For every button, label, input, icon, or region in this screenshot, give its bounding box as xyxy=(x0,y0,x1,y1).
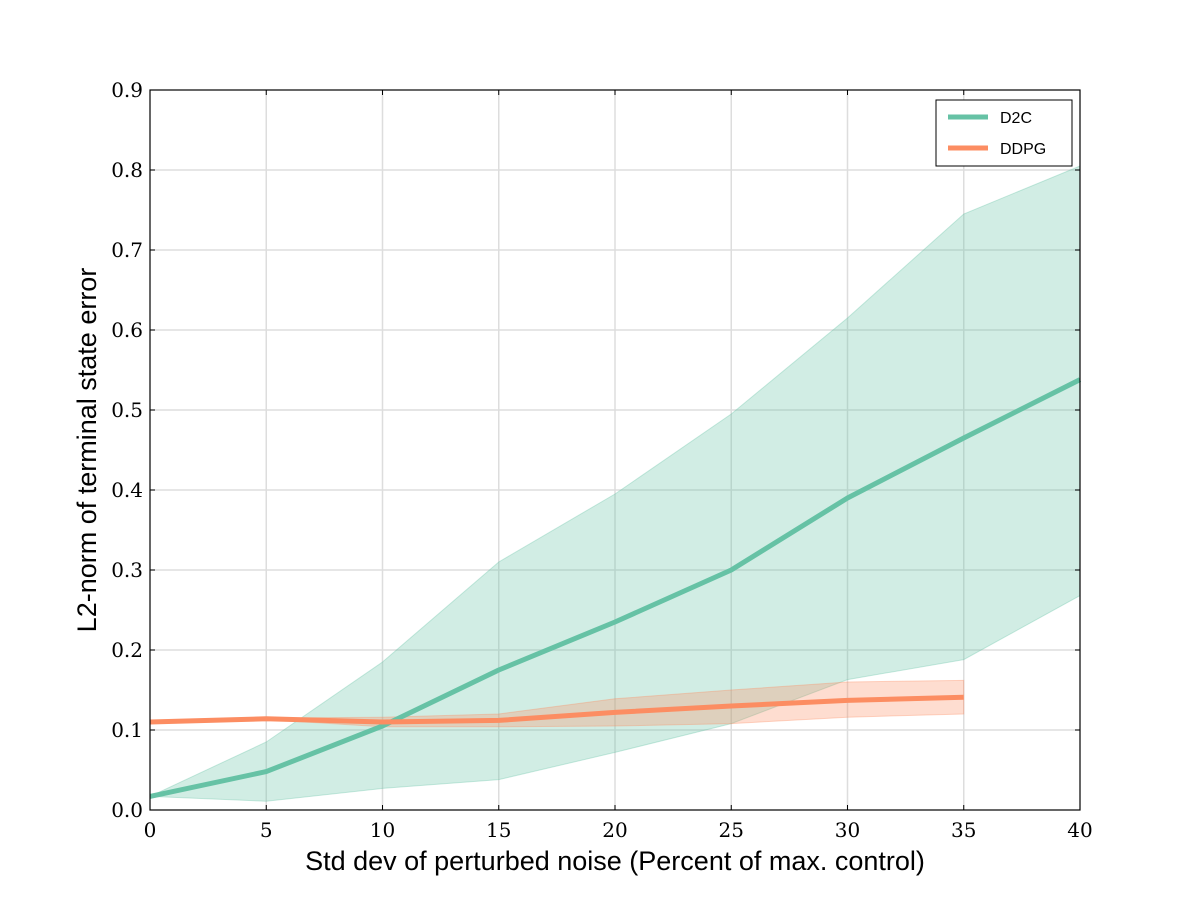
x-tick-label: 25 xyxy=(719,818,744,842)
legend-label-ddpg: DDPG xyxy=(1000,141,1046,158)
x-tick-label: 30 xyxy=(835,818,860,842)
x-tick-label: 15 xyxy=(486,818,511,842)
y-tick-label: 0.4 xyxy=(111,478,143,502)
series-line-ddpg xyxy=(149,694,964,725)
x-tick-label: 20 xyxy=(602,818,627,842)
y-tick-label: 0.6 xyxy=(111,318,143,342)
y-tick-label: 0.1 xyxy=(111,718,143,742)
x-tick-label: 40 xyxy=(1067,818,1092,842)
y-tick-label: 0.5 xyxy=(111,398,143,422)
legend: D2C DDPG xyxy=(935,99,1073,167)
x-tick-label: 5 xyxy=(260,818,273,842)
x-tick-label: 10 xyxy=(370,818,395,842)
y-tick-label: 0.9 xyxy=(111,78,143,102)
grid-lines xyxy=(150,90,1080,810)
y-tick-label: 0.8 xyxy=(111,158,143,182)
axis-ticks: 0 5 10 15 20 25 30 35 40 0.0 0.1 0.2 0.3 0.4 0.5 0.6 0.7… xyxy=(111,78,1093,842)
y-tick-label: 0.0 xyxy=(111,798,143,822)
x-tick-label: 0 xyxy=(144,818,157,842)
series-line-d2c xyxy=(149,377,1082,799)
x-tick-label: 35 xyxy=(951,818,976,842)
legend-label-d2c: D2C xyxy=(1000,110,1032,127)
legend-box xyxy=(935,99,1073,167)
y-axis-title: L2-norm of terminal state error xyxy=(72,268,102,633)
y-tick-label: 0.3 xyxy=(111,558,143,582)
y-tick-label: 0.2 xyxy=(111,638,143,662)
series-lines xyxy=(149,377,1082,799)
y-tick-label: 0.7 xyxy=(111,238,143,262)
x-axis-title: Std dev of perturbed noise (Percent of m… xyxy=(305,846,925,876)
